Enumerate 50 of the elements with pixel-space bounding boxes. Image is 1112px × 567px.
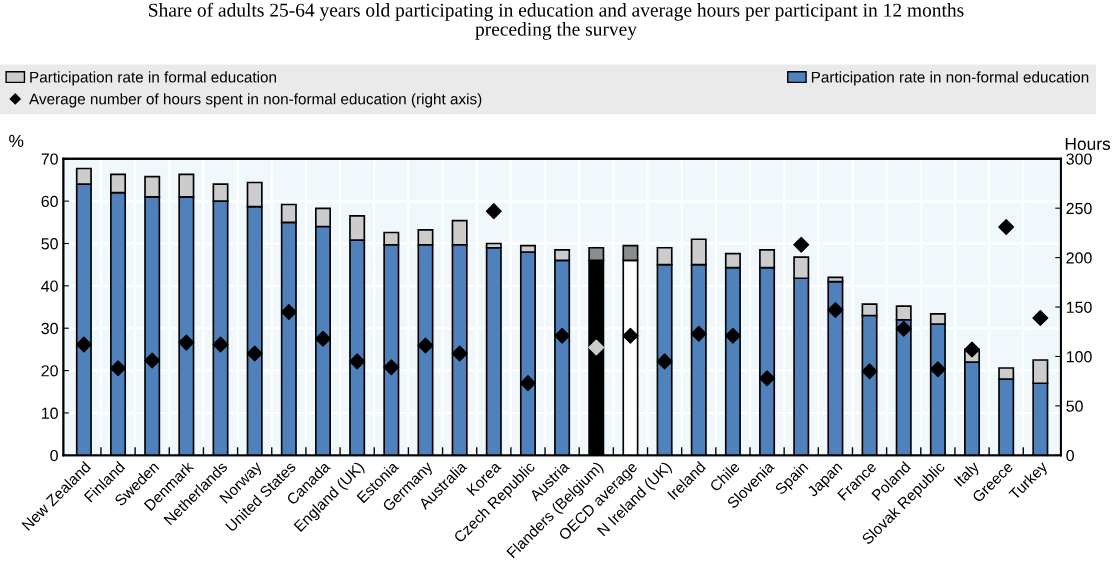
y-tick-label: 30 bbox=[41, 322, 58, 335]
point bbox=[212, 336, 229, 353]
point bbox=[110, 360, 127, 377]
y2-tick-label: 150 bbox=[1066, 301, 1092, 313]
y2-tick-label: 50 bbox=[1066, 400, 1083, 412]
point bbox=[178, 334, 195, 351]
point bbox=[280, 303, 297, 320]
y-tick-label: 20 bbox=[41, 365, 58, 377]
point bbox=[656, 353, 673, 370]
y-tick-label: 70 bbox=[41, 153, 58, 165]
y2-tick-label: 200 bbox=[1066, 252, 1092, 264]
legend-label: Participation rate in formal education bbox=[30, 71, 277, 86]
point bbox=[690, 325, 707, 342]
y-tick-label: 0 bbox=[50, 449, 58, 462]
legend-label: Participation rate in non-formal education bbox=[811, 71, 1089, 86]
point bbox=[998, 218, 1015, 235]
point bbox=[895, 320, 912, 337]
point bbox=[417, 337, 434, 354]
point bbox=[349, 353, 366, 370]
point bbox=[383, 359, 400, 376]
y-tick-label: 60 bbox=[41, 195, 58, 208]
point bbox=[519, 375, 536, 392]
y2-tick-label: 250 bbox=[1066, 202, 1092, 215]
point bbox=[622, 327, 639, 344]
y-tick-label: 10 bbox=[41, 407, 58, 419]
y2-tick-label: 100 bbox=[1066, 351, 1092, 363]
point bbox=[554, 327, 571, 344]
y2-tick-label: 0 bbox=[1066, 449, 1074, 462]
point bbox=[964, 341, 981, 358]
legend-label: Average number of hours spent in non-formal education (right axis) bbox=[29, 93, 482, 108]
y-axis-title: % bbox=[9, 134, 24, 147]
point bbox=[861, 363, 878, 380]
point bbox=[75, 336, 92, 353]
point bbox=[793, 236, 810, 253]
chart-title: Share of adults 25-64 years old participating in education and average hours per participant in 12 months preceding the survey bbox=[149, 2, 964, 40]
y2-axis-title: Hours bbox=[1065, 137, 1111, 151]
y-tick-label: 50 bbox=[41, 238, 58, 250]
y-tick-label: 40 bbox=[41, 280, 58, 292]
point bbox=[315, 330, 331, 347]
point bbox=[246, 345, 263, 362]
point bbox=[144, 352, 161, 369]
point bbox=[485, 203, 502, 220]
point bbox=[724, 327, 741, 344]
point bbox=[929, 361, 946, 378]
y2-tick-label: 300 bbox=[1066, 153, 1092, 165]
point bbox=[588, 339, 605, 356]
point bbox=[759, 370, 776, 387]
point bbox=[827, 302, 844, 318]
point bbox=[451, 345, 468, 362]
point bbox=[1032, 309, 1049, 326]
